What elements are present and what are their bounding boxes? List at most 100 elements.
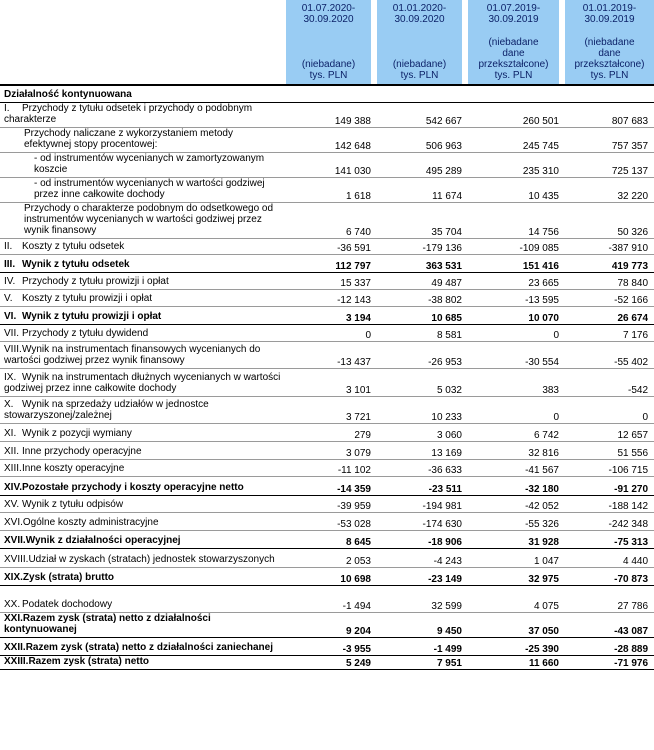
row-label: Przychody z tytułu dywidend — [22, 327, 149, 339]
value-cell: 6 742 — [468, 423, 565, 442]
row-label: Inne przychody operacyjne — [22, 445, 142, 457]
table-row: V. Koszty z tytułu prowizji i opłat -12 14… — [0, 289, 654, 307]
value-cell: -28 889 — [565, 637, 654, 656]
value-cell: 149 388 — [286, 102, 377, 128]
column-period: 01.01.2020- 30.09.2020 — [392, 3, 447, 25]
row-label-cell: - od instrumentów wycenianych w wartości… — [0, 177, 286, 203]
statement-table: Działalność kontynuowana I. Przychody z ty… — [0, 86, 654, 670]
row-label-cell: VII. Przychody z tytułu dywidend — [0, 324, 286, 342]
row-number: XII. — [4, 445, 20, 457]
table-header: 01.07.2020- 30.09.2020 (niebadane) tys. … — [0, 0, 654, 84]
row-label: Wynik z tytułu odsetek — [22, 258, 130, 270]
value-cell: 542 667 — [377, 102, 468, 128]
row-number: IX. — [4, 371, 17, 383]
row-label-cell: XXI.Razem zysk (strata) netto z działaln… — [0, 612, 286, 638]
column-period: 01.07.2019- 30.09.2019 — [486, 3, 541, 25]
table-row: - od instrumentów wycenianych w wartości… — [0, 177, 654, 203]
value-cell: -12 143 — [286, 289, 377, 307]
row-label-cell: XVIII.Udział w zyskach (stratach) jednos… — [0, 548, 286, 568]
row-number: XX. — [4, 598, 21, 610]
table-row: XIX.Zysk (strata) brutto 10 698 -23 149 32 … — [0, 567, 654, 586]
value-cell: 260 501 — [468, 102, 565, 128]
row-label-cell: XI. Wynik z pozycji wymiany — [0, 423, 286, 442]
value-cell: -36 591 — [286, 238, 377, 255]
value-cell: 151 416 — [468, 254, 565, 273]
value-cell: 51 556 — [565, 441, 654, 460]
row-label: Wynik z tytułu prowizji i opłat — [22, 310, 162, 322]
value-cell: 4 075 — [468, 585, 565, 613]
value-cell: -36 633 — [377, 459, 468, 477]
value-cell: -23 149 — [377, 567, 468, 586]
value-cell: 5 249 — [286, 655, 377, 670]
value-cell: 3 721 — [286, 396, 377, 424]
table-row: XXI.Razem zysk (strata) netto z działaln… — [0, 612, 654, 638]
value-cell: 9 450 — [377, 612, 468, 638]
column-header: 01.01.2020- 30.09.2020 (niebadane) tys. … — [377, 0, 462, 84]
value-cell: 0 — [468, 396, 565, 424]
table-row: III. Wynik z tytułu odsetek 112 797 363 531… — [0, 254, 654, 273]
row-label-cell: IX. Wynik na instrumentach dłużnych wycen… — [0, 368, 286, 397]
row-label-cell: VI. Wynik z tytułu prowizji i opłat — [0, 306, 286, 325]
value-cell: -30 554 — [468, 341, 565, 369]
table-row: VI. Wynik z tytułu prowizji i opłat 3 194 1… — [0, 306, 654, 325]
value-cell: 279 — [286, 423, 377, 442]
table-row: II. Koszty z tytułu odsetek -36 591 -179 13… — [0, 238, 654, 255]
column-header: 01.07.2020- 30.09.2020 (niebadane) tys. … — [286, 0, 371, 84]
row-label-cell: XII. Inne przychody operacyjne — [0, 441, 286, 460]
value-cell: 1 047 — [468, 548, 565, 568]
row-number: XXI. — [4, 612, 23, 624]
value-cell: 23 665 — [468, 272, 565, 290]
section-title: Działalność kontynuowana — [0, 86, 654, 103]
value-cell: 8 581 — [377, 324, 468, 342]
row-number: XXII. — [4, 641, 26, 653]
value-cell: 1 618 — [286, 177, 377, 203]
value-cell: -39 959 — [286, 495, 377, 513]
row-label-cell: Przychody o charakterze podobnym do odse… — [0, 202, 286, 239]
value-cell: 506 963 — [377, 127, 468, 153]
row-label-cell: XIII.Inne koszty operacyjne — [0, 459, 286, 477]
value-cell: 10 435 — [468, 177, 565, 203]
row-number: XI. — [4, 427, 17, 439]
value-cell: 807 683 — [565, 102, 654, 128]
table-row: VIII.Wynik na instrumentach finansowych … — [0, 341, 654, 369]
value-cell: 32 599 — [377, 585, 468, 613]
value-cell: 8 645 — [286, 530, 377, 549]
value-cell: -55 402 — [565, 341, 654, 369]
value-cell: -53 028 — [286, 512, 377, 531]
row-label-cell: V. Koszty z tytułu prowizji i opłat — [0, 289, 286, 307]
row-label: Wynik z działalności operacyjnej — [25, 534, 181, 546]
table-row: XI. Wynik z pozycji wymiany 279 3 060 6 742 1… — [0, 423, 654, 442]
value-cell: -194 981 — [377, 495, 468, 513]
column-header: 01.07.2019- 30.09.2019 (niebadane dane p… — [468, 0, 559, 84]
table-row: IX. Wynik na instrumentach dłużnych wycen… — [0, 368, 654, 397]
value-cell: 37 050 — [468, 612, 565, 638]
value-cell: -18 906 — [377, 530, 468, 549]
row-label-cell: Przychody naliczane z wykorzystaniem met… — [0, 127, 286, 153]
row-label-cell: XVII.Wynik z działalności operacyjnej — [0, 530, 286, 549]
row-label-cell: XIX.Zysk (strata) brutto — [0, 567, 286, 586]
table-row: XII. Inne przychody operacyjne 3 079 13 169… — [0, 441, 654, 460]
row-label: Zysk (strata) brutto — [22, 571, 115, 583]
value-cell: 10 685 — [377, 306, 468, 325]
row-number: VIII. — [4, 343, 22, 355]
row-label: Inne koszty operacyjne — [22, 462, 125, 474]
row-label-cell: XXIII.Razem zysk (strata) netto — [0, 655, 286, 670]
value-cell: 35 704 — [377, 202, 468, 239]
value-cell: -242 348 — [565, 512, 654, 531]
value-cell: 3 194 — [286, 306, 377, 325]
row-label-cell: XIV.Pozostałe przychody i koszty operacy… — [0, 476, 286, 496]
row-number: XIV. — [4, 481, 22, 493]
row-label: Wynik na instrumentach dłużnych wycenian… — [4, 371, 281, 394]
value-cell: 0 — [468, 324, 565, 342]
row-label: Razem zysk (strata) netto z działalności… — [25, 641, 273, 653]
row-label: Wynik na instrumentach finansowych wycen… — [4, 343, 261, 366]
row-label: Koszty z tytułu prowizji i opłat — [22, 292, 153, 304]
value-cell: 14 756 — [468, 202, 565, 239]
section-row: Działalność kontynuowana — [0, 86, 654, 103]
row-label: Przychody o charakterze podobnym do odse… — [24, 202, 274, 236]
value-cell: 419 773 — [565, 254, 654, 273]
value-cell: 7 176 — [565, 324, 654, 342]
row-number: XV. — [4, 498, 20, 510]
value-cell: -26 953 — [377, 341, 468, 369]
